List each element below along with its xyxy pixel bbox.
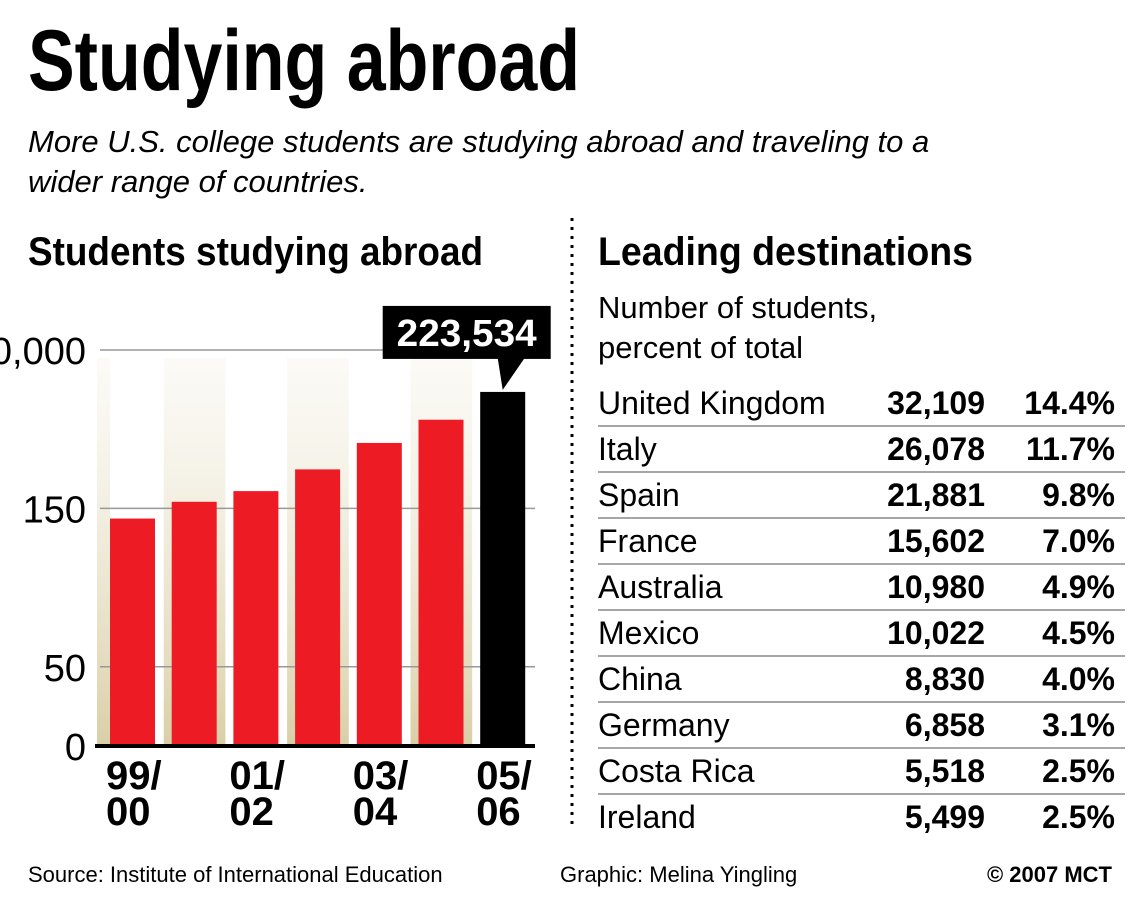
bar (295, 469, 341, 746)
students: 10,980 (887, 569, 985, 605)
table-subtitle: Number of students, percent of total (598, 290, 878, 365)
percent: 4.9% (1042, 569, 1115, 605)
band (97, 358, 110, 746)
percent: 2.5% (1042, 799, 1115, 835)
value-label-pointer (497, 357, 525, 390)
country: Australia (598, 569, 723, 605)
bar (480, 391, 526, 746)
country: Mexico (598, 615, 699, 651)
bar (418, 419, 464, 746)
x-tick-label: 03/ 04 (352, 754, 409, 834)
x-tick-label: 99/ 00 (106, 754, 162, 834)
country: Spain (598, 477, 680, 513)
credit: Graphic: Melina Yingling (560, 862, 797, 887)
percent: 2.5% (1042, 753, 1115, 789)
y-tick-label: 0 (65, 727, 86, 769)
students: 8,830 (905, 661, 985, 697)
y-tick-label: 150 (23, 489, 86, 531)
page-title: Studying abroad (28, 13, 580, 109)
table-title: Leading destinations (598, 230, 973, 274)
country: China (598, 661, 682, 697)
percent: 4.5% (1042, 615, 1115, 651)
percent: 14.4% (1024, 385, 1115, 421)
copyright: © 2007 MCT (987, 862, 1113, 887)
y-tick-label: 250,000 (0, 331, 86, 373)
students: 6,858 (905, 707, 985, 743)
country: France (598, 523, 698, 559)
x-tick-label: 05/ 06 (476, 754, 532, 834)
country: Ireland (598, 799, 696, 835)
source: Source: Institute of International Educa… (28, 862, 443, 887)
country: United Kingdom (598, 385, 826, 421)
bar (110, 518, 155, 746)
bar (171, 501, 217, 746)
chart-title: Students studying abroad (28, 230, 483, 274)
students: 26,078 (887, 431, 985, 467)
percent: 7.0% (1042, 523, 1115, 559)
percent: 4.0% (1042, 661, 1115, 697)
x-tick-label: 01/ 02 (229, 754, 285, 834)
country: Costa Rica (598, 753, 755, 789)
students: 5,499 (905, 799, 985, 835)
students: 15,602 (887, 523, 985, 559)
subtitle: More U.S. college students are studying … (28, 124, 930, 199)
bar (356, 442, 402, 746)
percent: 9.8% (1042, 477, 1115, 513)
value-label-box (382, 305, 551, 359)
students: 21,881 (887, 477, 985, 513)
y-tick-label: 50 (44, 648, 86, 690)
value-label: 223,534 (397, 313, 537, 355)
students: 32,109 (887, 385, 985, 421)
students: 5,518 (905, 753, 985, 789)
bar (233, 491, 279, 746)
percent: 3.1% (1042, 707, 1115, 743)
students: 10,022 (887, 615, 985, 651)
country: Italy (598, 431, 657, 467)
percent: 11.7% (1026, 431, 1115, 467)
country: Germany (598, 707, 730, 743)
